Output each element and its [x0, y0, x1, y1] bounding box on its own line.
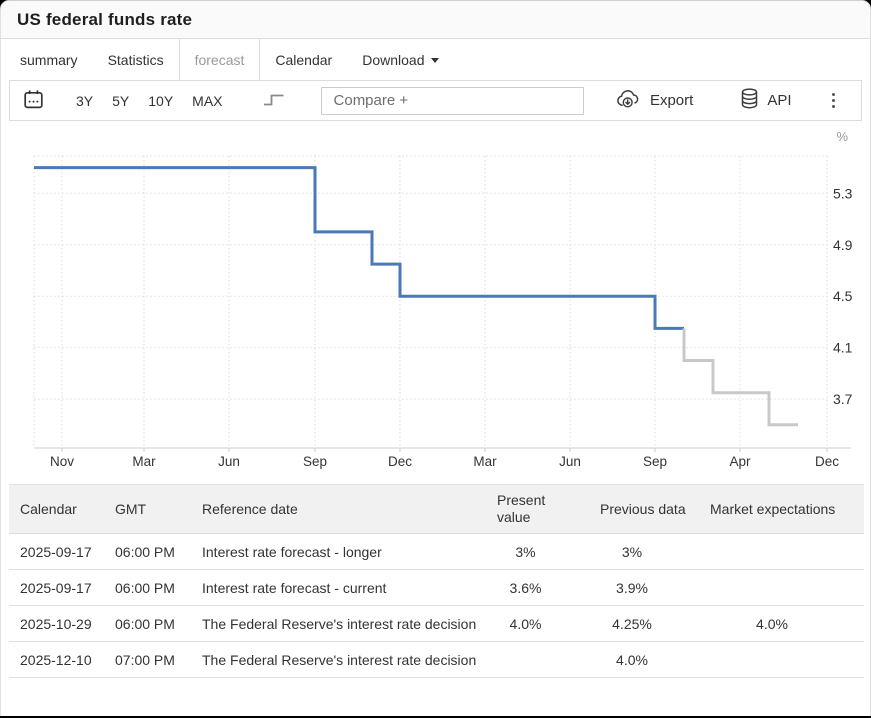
step-line-toggle-button[interactable] [263, 92, 285, 109]
cell-previous-data: 4.0% [584, 641, 694, 678]
x-tick-label: Mar [132, 454, 156, 469]
y-tick-label: 4.1 [833, 340, 853, 356]
chart-toolbar: 3Y 5Y 10Y MAX Export [9, 80, 862, 121]
x-tick-label: Dec [388, 454, 412, 469]
cell-calendar: 2025-10-29 [9, 605, 104, 642]
y-tick-label: 5.3 [833, 185, 853, 201]
title-bar: US federal funds rate [1, 1, 870, 39]
tab-label: summary [20, 51, 78, 68]
cloud-download-icon [615, 89, 642, 113]
x-tick-label: Jun [559, 454, 581, 469]
range-buttons: 3Y 5Y 10Y MAX [76, 93, 223, 109]
col-header-reference-date: Reference date [191, 484, 481, 534]
x-tick-label: Mar [473, 454, 497, 469]
cell-present-value: 3% [481, 533, 584, 570]
cell-gmt: 07:00 PM [104, 641, 191, 678]
x-tick-label: Nov [50, 454, 74, 469]
tab-label: Statistics [107, 51, 164, 68]
table-row: 2025-09-17 06:00 PM Interest rate forecast… [9, 533, 864, 570]
table-row: 2025-09-17 06:00 PM Interest rate forecast… [9, 569, 864, 606]
tab-calendar[interactable]: Calendar [260, 39, 347, 80]
chart-gridlines [33, 155, 828, 452]
cell-market-expectations [694, 641, 864, 678]
calendar-table: Calendar GMT Reference date Present valu… [9, 484, 864, 678]
range-5y-button[interactable]: 5Y [112, 92, 130, 109]
x-tick-label: Sep [643, 454, 667, 469]
kebab-menu-icon[interactable] [830, 91, 838, 111]
cell-reference-date: Interest rate forecast - current [191, 569, 481, 606]
cell-gmt: 06:00 PM [104, 605, 191, 642]
cell-previous-data: 4.25% [584, 605, 694, 642]
step-line-icon [263, 92, 285, 109]
x-axis-labels: Nov Mar Jun Sep Dec Mar Jun Sep Apr Dec [50, 454, 839, 469]
cell-calendar: 2025-09-17 [9, 533, 104, 570]
database-icon [740, 88, 759, 113]
rate-chart: 5.3 4.9 4.5 4.1 3.7% Nov Mar Jun Sep Dec Mar Jun Sep… [1, 121, 870, 479]
y-tick-label: 4.9 [833, 237, 853, 253]
series-forecast [682, 328, 798, 427]
cell-previous-data: 3.9% [584, 569, 694, 606]
table-row: 2025-10-29 06:00 PM The Federal Reserve's … [9, 605, 864, 642]
cell-present-value: 3.6% [481, 569, 584, 606]
y-axis-unit-label: % [836, 129, 848, 144]
tab-label: Calendar [275, 51, 333, 68]
cell-previous-data: 3% [584, 533, 694, 570]
x-tick-label: Dec [815, 454, 839, 469]
compare-input[interactable] [320, 86, 584, 115]
cell-calendar: 2025-09-17 [9, 569, 104, 606]
col-header-market-expectations: Market expectations [694, 484, 864, 534]
tab-statistics[interactable]: Statistics [93, 39, 179, 80]
tab-label: forecast [194, 51, 245, 68]
col-header-gmt: GMT [104, 484, 191, 534]
col-header-present-value: Present value [481, 484, 584, 534]
tab-label: Download [362, 51, 425, 68]
table-row: 2025-12-10 07:00 PM The Federal Reserve's … [9, 641, 864, 678]
cell-present-value: 4.0% [481, 605, 584, 642]
x-tick-label: Apr [730, 454, 752, 469]
cell-market-expectations [694, 533, 864, 570]
export-button[interactable]: Export [615, 89, 693, 113]
chevron-down-icon [431, 58, 440, 63]
export-button-label: Export [649, 92, 694, 109]
col-header-calendar: Calendar [9, 484, 104, 534]
cell-market-expectations [694, 569, 864, 606]
col-header-previous-data: Previous data [584, 484, 694, 534]
calendar-icon [23, 89, 44, 113]
cell-present-value [481, 641, 584, 678]
series-actual-rate [34, 166, 684, 330]
y-tick-label: 4.5 [833, 288, 853, 304]
cell-market-expectations: 4.0% [694, 605, 864, 642]
x-tick-label: Jun [218, 454, 240, 469]
page-title: US federal funds rate [17, 9, 193, 29]
cell-reference-date: The Federal Reserve's interest rate deci… [191, 605, 481, 642]
tab-summary[interactable]: summary [5, 39, 93, 80]
y-axis-labels: 5.3 4.9 4.5 4.1 3.7% [833, 129, 853, 407]
api-button[interactable]: API [740, 88, 792, 113]
tab-download[interactable]: Download [347, 39, 454, 80]
range-10y-button[interactable]: 10Y [148, 92, 174, 109]
cell-gmt: 06:00 PM [104, 569, 191, 606]
tab-forecast[interactable]: forecast [178, 39, 261, 80]
range-3y-button[interactable]: 3Y [76, 92, 94, 109]
range-max-button[interactable]: MAX [192, 92, 223, 109]
calendar-range-button[interactable] [23, 89, 44, 113]
cell-reference-date: Interest rate forecast - longer [191, 533, 481, 570]
x-tick-label: Sep [303, 454, 327, 469]
rate-chart-plot-area[interactable]: 5.3 4.9 4.5 4.1 3.7% Nov Mar Jun Sep Dec Mar Jun Sep… [1, 121, 871, 479]
table-header-row: Calendar GMT Reference date Present valu… [9, 484, 864, 534]
cell-reference-date: The Federal Reserve's interest rate deci… [191, 641, 481, 678]
cell-calendar: 2025-12-10 [9, 641, 104, 678]
api-button-label: API [767, 92, 792, 109]
cell-gmt: 06:00 PM [104, 533, 191, 570]
y-tick-label: 3.7 [833, 391, 853, 407]
tab-bar: summary Statistics forecast Calendar Downloa… [1, 39, 870, 80]
